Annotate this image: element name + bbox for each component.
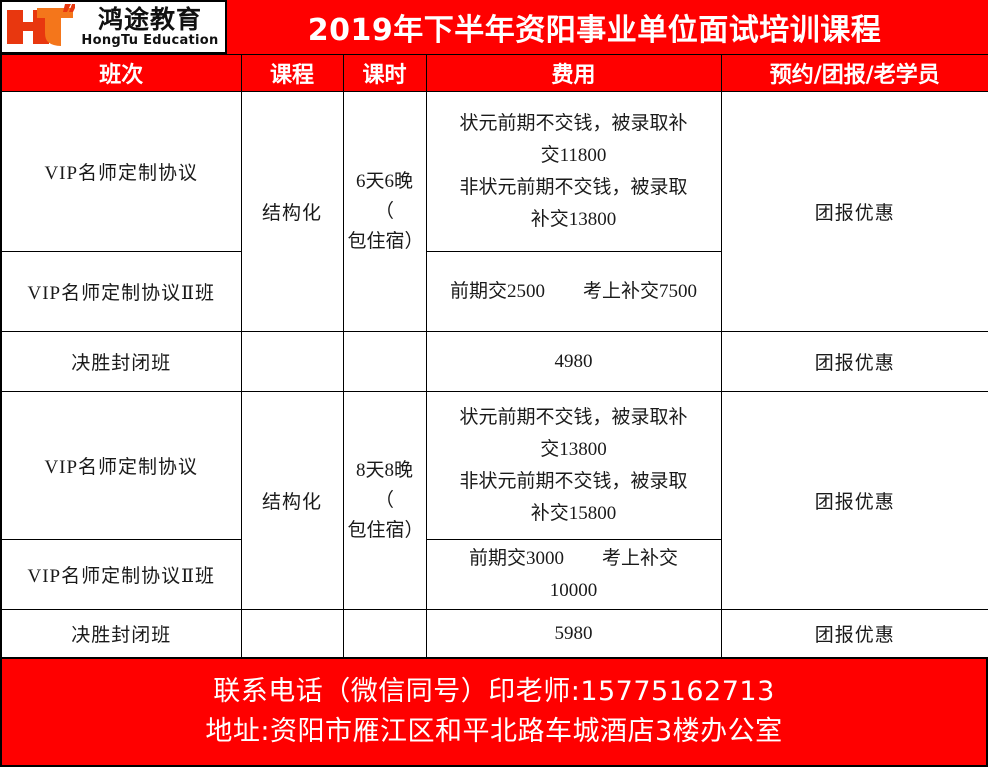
hours-line-2: 包住宿） (347, 230, 424, 252)
hours-line-2: 包住宿） (347, 519, 424, 541)
brand-wordmark: 鸿途教育 HongTu Education (75, 6, 223, 48)
fee-line-4: 补交15800 (530, 502, 617, 524)
cell-fee-b2r2: 前期交3000 考上补交 10000 (425, 539, 722, 610)
cell-hours-b1r3 (342, 331, 427, 392)
table-row: VIP名师定制协议 结构化 8天8晚（ 包住宿） 状元前期不交钱，被录取补 交1… (0, 391, 988, 610)
cell-class-b1r1: VIP名师定制协议 (0, 91, 242, 252)
brand-name-en: HongTu Education (81, 33, 219, 48)
cell-hours-b2r3 (342, 609, 427, 658)
fee-line-2: 交11800 (540, 144, 607, 166)
cell-fee-b2r3: 5980 (425, 609, 722, 658)
cell-fee-b1r3: 4980 (425, 331, 722, 392)
cell-class-b1r3: 决胜封闭班 (0, 331, 242, 392)
course-table: 班次 课程 课时 费用 预约/团报/老学员 VIP名师定制协议 结构化 6天6晚… (0, 54, 988, 658)
page-title: 2019年下半年资阳事业单位面试培训课程 (307, 13, 882, 48)
table-row: VIP名师定制协议Ⅱ班 前期交2500 考上补交7500 (0, 251, 988, 332)
ht-monogram-icon (3, 4, 77, 50)
cell-hours-b2: 8天8晚（ 包住宿） (342, 391, 427, 610)
cell-class-b1r2: VIP名师定制协议Ⅱ班 (0, 251, 242, 332)
fee-line-1: 前期交2500 考上补交7500 (449, 280, 697, 302)
col-header-hours: 课时 (342, 54, 427, 92)
cell-class-b2r1: VIP名师定制协议 (0, 391, 242, 540)
cell-promo-b1-vip: 团报优惠 (720, 91, 988, 332)
fee-line-3: 非状元前期不交钱，被录取 (459, 470, 688, 492)
brand-logo: 鸿途教育 HongTu Education (0, 0, 227, 54)
table-row: VIP名师定制协议Ⅱ班 前期交3000 考上补交 10000 (0, 539, 988, 610)
cell-course-b1: 结构化 (240, 91, 344, 332)
cell-promo-b1r3: 团报优惠 (720, 331, 988, 392)
cell-promo-b2r3: 团报优惠 (720, 609, 988, 658)
fee-line-1: 前期交3000 考上补交 (468, 547, 678, 569)
top-banner: 鸿途教育 HongTu Education 2019年下半年资阳事业单位面试培训… (0, 0, 988, 54)
col-header-promo: 预约/团报/老学员 (720, 54, 988, 92)
hours-line-1: 8天8晚（ (355, 459, 413, 511)
cell-fee-b1r1: 状元前期不交钱，被录取补 交11800 非状元前期不交钱，被录取 补交13800 (425, 91, 722, 252)
table-row: 决胜封闭班 5980 团报优惠 (0, 609, 988, 658)
hours-line-1: 6天6晚（ (355, 170, 413, 222)
cell-course-b1r3 (240, 331, 344, 392)
cell-fee-b1r2: 前期交2500 考上补交7500 (425, 251, 722, 332)
cell-hours-b1: 6天6晚（ 包住宿） (342, 91, 427, 332)
fee-line-4: 补交13800 (530, 208, 617, 230)
contact-phone-line: 联系电话（微信同号）印老师:15775162713 (213, 676, 775, 707)
table-header-row: 班次 课程 课时 费用 预约/团报/老学员 (0, 54, 988, 92)
fee-line-3: 非状元前期不交钱，被录取 (459, 176, 688, 198)
fee-line-1: 状元前期不交钱，被录取补 (459, 406, 688, 428)
contact-footer: 联系电话（微信同号）印老师:15775162713 地址:资阳市雁江区和平北路车… (0, 658, 988, 767)
cell-course-b2: 结构化 (240, 391, 344, 610)
col-header-fee: 费用 (425, 54, 722, 92)
cell-class-b2r2: VIP名师定制协议Ⅱ班 (0, 539, 242, 610)
col-header-course: 课程 (240, 54, 344, 92)
contact-address-line: 地址:资阳市雁江区和平北路车城酒店3楼办公室 (205, 716, 783, 747)
fee-line-1: 状元前期不交钱，被录取补 (459, 112, 688, 134)
fee-line-2: 10000 (549, 579, 598, 601)
col-header-class: 班次 (0, 54, 242, 92)
cell-fee-b2r1: 状元前期不交钱，被录取补 交13800 非状元前期不交钱，被录取 补交15800 (425, 391, 722, 540)
cell-promo-b2-vip: 团报优惠 (720, 391, 988, 610)
brand-name-cn: 鸿途教育 (97, 5, 202, 34)
fee-line-2: 交13800 (540, 438, 607, 460)
cell-course-b2r3 (240, 609, 344, 658)
table-row: 决胜封闭班 4980 团报优惠 (0, 331, 988, 392)
cell-class-b2r3: 决胜封闭班 (0, 609, 242, 658)
table-row: VIP名师定制协议 结构化 6天6晚（ 包住宿） 状元前期不交钱，被录取补 交1… (0, 91, 988, 332)
